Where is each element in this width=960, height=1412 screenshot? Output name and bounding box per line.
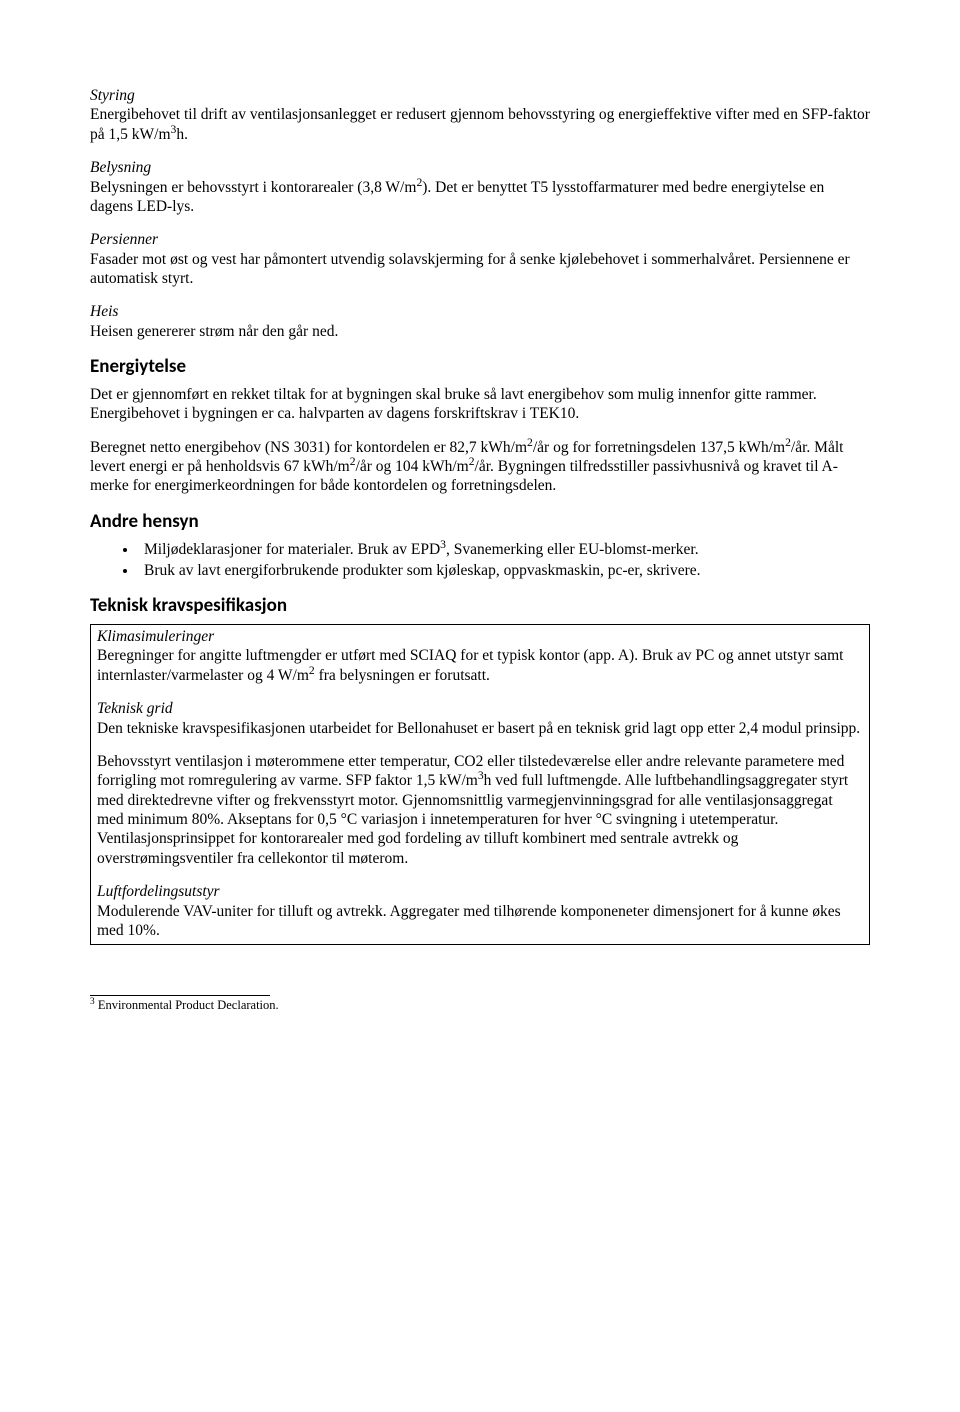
footnote-separator xyxy=(90,995,270,996)
text: Belysningen er behovsstyrt i kontorareal… xyxy=(90,179,416,196)
heading-heis: Heis xyxy=(90,302,870,321)
box-teknisk-kravspek: Klimasimuleringer Beregninger for angitt… xyxy=(90,624,870,945)
paragraph-luftfordelingsutstyr: Modulerende VAV-uniter for tilluft og av… xyxy=(97,902,863,941)
text: Beregnet netto energibehov (NS 3031) for… xyxy=(90,439,527,456)
text: h. xyxy=(176,126,188,143)
list-item: Bruk av lavt energiforbrukende produkter… xyxy=(138,561,870,580)
paragraph-energiytelse-1: Det er gjennomført en rekket tiltak for … xyxy=(90,385,870,424)
heading-klimasimuleringer: Klimasimuleringer xyxy=(97,627,863,646)
text: /år og for forretningsdelen 137,5 kWh/m xyxy=(533,439,785,456)
footnote-3: 3 Environmental Product Declaration. xyxy=(90,998,870,1014)
heading-energiytelse: Energiytelse xyxy=(90,355,870,379)
heading-belysning: Belysning xyxy=(90,158,870,177)
paragraph-teknisk-grid-2: Behovsstyrt ventilasjon i møterommene et… xyxy=(97,752,863,868)
text: Energibehovet til drift av ventilasjonsa… xyxy=(90,106,870,142)
heading-styring: Styring xyxy=(90,86,870,105)
text: , Svanemerking eller EU-blomst-merker. xyxy=(446,541,699,558)
heading-andre-hensyn: Andre hensyn xyxy=(90,510,870,534)
paragraph-persienner: Fasader mot øst og vest har påmontert ut… xyxy=(90,250,870,289)
list-andre-hensyn: Miljødeklarasjoner for materialer. Bruk … xyxy=(90,540,870,581)
heading-persienner: Persienner xyxy=(90,230,870,249)
footnote-text: Environmental Product Declaration. xyxy=(95,998,279,1012)
text: Miljødeklarasjoner for materialer. Bruk … xyxy=(144,541,440,558)
paragraph-energiytelse-2: Beregnet netto energibehov (NS 3031) for… xyxy=(90,438,870,496)
paragraph-teknisk-grid-1: Den tekniske kravspesifikasjonen utarbei… xyxy=(97,719,863,738)
text: fra belysningen er forutsatt. xyxy=(315,667,490,684)
text: /år og 104 kWh/m xyxy=(356,458,469,475)
paragraph-styring: Energibehovet til drift av ventilasjonsa… xyxy=(90,105,870,144)
paragraph-belysning: Belysningen er behovsstyrt i kontorareal… xyxy=(90,178,870,217)
heading-teknisk-grid: Teknisk grid xyxy=(97,699,863,718)
heading-teknisk-kravspek: Teknisk kravspesifikasjon xyxy=(90,594,870,618)
paragraph-klimasimuleringer: Beregninger for angitte luftmengder er u… xyxy=(97,646,863,685)
list-item: Miljødeklarasjoner for materialer. Bruk … xyxy=(138,540,870,559)
paragraph-heis: Heisen genererer strøm når den går ned. xyxy=(90,322,870,341)
heading-luftfordelingsutstyr: Luftfordelingsutstyr xyxy=(97,882,863,901)
